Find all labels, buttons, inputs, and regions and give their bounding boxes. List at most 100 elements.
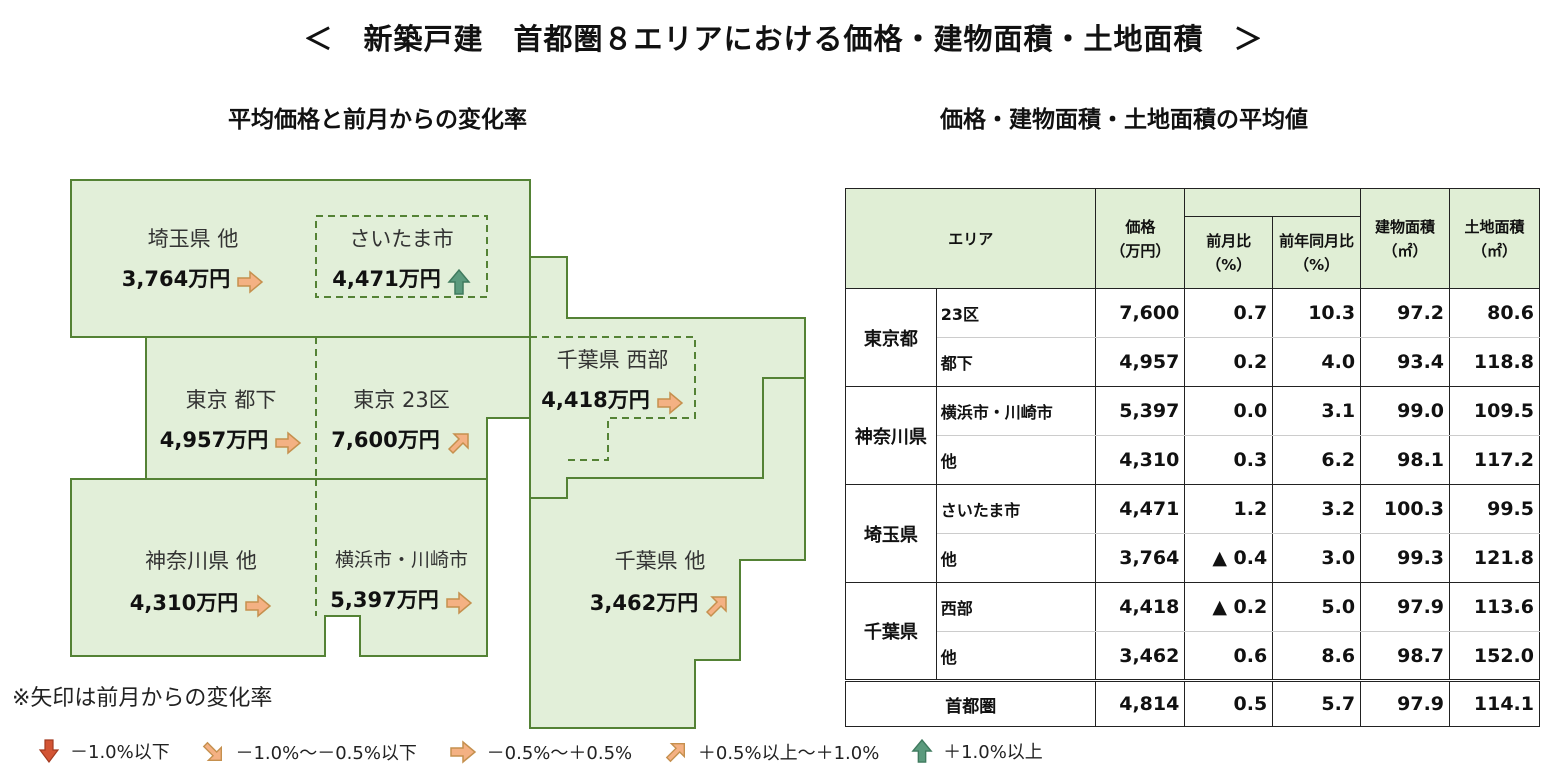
cell-yoy: 3.0: [1272, 533, 1362, 583]
cell-yoy: 5.7: [1272, 680, 1362, 727]
arrow-right-icon: [449, 740, 476, 764]
cell-price: 4,471: [1095, 484, 1186, 534]
legend-item: ＋1.0%以上: [911, 738, 1043, 764]
region-tokyo-23: 東京 23区 7,600万円: [316, 384, 487, 456]
cell-price: 4,957: [1095, 337, 1186, 387]
saitama-city-boundary: [315, 215, 488, 298]
cell-price: 4,310: [1095, 435, 1186, 485]
region-chiba-west: 千葉県 西部 4,418万円: [530, 344, 695, 415]
arrow-up-icon: [911, 738, 933, 763]
table-heading: 価格・建物面積・土地面積の平均値: [940, 107, 1308, 133]
region-name: 千葉県 西部: [556, 348, 669, 372]
cell-building: 97.9: [1360, 680, 1451, 727]
arrow-up-right-icon: [706, 595, 727, 617]
stats-table: エリア 価格 （万円） 建物面積 （㎡） 土地面積 （㎡） 前月比 （%） 前年同月比（…: [844, 188, 1540, 727]
table-row: 都下 4,957 0.2 4.0 93.4 118.8: [846, 337, 1540, 387]
cell-mom: 0.3: [1184, 435, 1274, 485]
region-price: 7,600万円: [331, 428, 440, 452]
cell-building: 93.4: [1360, 337, 1451, 387]
table-row: 他 4,310 0.3 6.2 98.1 117.2: [846, 435, 1540, 485]
cell-land: 117.2: [1449, 435, 1540, 485]
map-heading: 平均価格と前月からの変化率: [228, 107, 527, 133]
cell-land: 152.0: [1449, 631, 1540, 681]
total-area: 首都圏: [844, 680, 1097, 727]
region-price: 4,471万円: [332, 267, 441, 291]
arrow-up-icon: [447, 268, 471, 295]
page-title: ＜ 新築戸建 首都圏８エリアにおける価格・建物面積・土地面積 ＞: [303, 22, 1264, 56]
arrow-legend: －1.0%以下 －1.0%～－0.5%以下 －0.5%～＋0.5% ＋0.5%以…: [38, 738, 1069, 769]
region-map: [70, 179, 806, 729]
area-cell: 他: [935, 435, 1097, 485]
region-price: 3,764万円: [121, 267, 231, 291]
cell-price: 3,462: [1095, 631, 1186, 681]
area-cell: 西部: [935, 582, 1097, 632]
table-row: 東京都 23区 7,600 0.7 10.3 97.2 80.6: [845, 288, 1540, 387]
legend-item: －1.0%以下: [38, 738, 170, 764]
prefecture-cell: 神奈川県: [845, 386, 937, 485]
cell-land: 121.8: [1449, 533, 1540, 583]
cell-price: 7,600: [1095, 288, 1186, 338]
cell-mom: 1.2: [1184, 484, 1274, 534]
cell-building: 100.3: [1360, 484, 1451, 534]
arrow-up-right-icon: [447, 432, 469, 454]
cell-yoy: 6.2: [1272, 435, 1362, 485]
region-name: 東京 都下: [185, 388, 277, 412]
header-area: エリア: [844, 188, 1097, 289]
header-building: 建物面積 （㎡）: [1360, 188, 1451, 289]
cell-land: 114.1: [1449, 680, 1540, 727]
cell-mom: 0.2: [1184, 337, 1274, 387]
cell-land: 113.6: [1449, 582, 1540, 632]
area-cell: 23区: [935, 288, 1097, 338]
region-tokyo-toka: 東京 都下 4,957万円: [146, 384, 316, 455]
cell-mom: 0.5: [1184, 680, 1274, 727]
region-name: 千葉県 他: [614, 549, 706, 573]
region-name: 横浜市・川崎市: [334, 549, 468, 571]
region-name: 東京 23区: [353, 388, 450, 412]
region-price: 4,418万円: [541, 388, 650, 412]
legend-item: －0.5%～＋0.5%: [449, 739, 632, 765]
cell-price: 3,764: [1095, 533, 1186, 583]
cell-mom: 0.0: [1184, 386, 1274, 436]
cell-yoy: 3.1: [1272, 386, 1362, 436]
cell-yoy: 3.2: [1272, 484, 1362, 534]
cell-price: 5,397: [1095, 386, 1186, 436]
header-yoy: 前年同月比 （%）: [1272, 216, 1362, 289]
arrow-right-icon: [237, 269, 264, 294]
region-saitama-city: さいたま市 4,471万円: [316, 223, 487, 296]
legend-label: ＋0.5%以上～＋1.0%: [697, 743, 880, 764]
legend-item: ＋0.5%以上～＋1.0%: [664, 739, 879, 765]
table-row: 神奈川県 横浜市・川崎市 5,397 0.0 3.1 99.0 109.5: [845, 386, 1540, 485]
legend-item: －1.0%～－0.5%以下: [201, 739, 417, 765]
cell-land: 99.5: [1449, 484, 1540, 534]
cell-land: 118.8: [1449, 337, 1540, 387]
cell-mom: 0.7: [1184, 288, 1274, 338]
cell-yoy: 8.6: [1272, 631, 1362, 681]
region-price: 4,957万円: [159, 428, 269, 452]
cell-mom: 0.6: [1184, 631, 1274, 681]
region-yokohama-kawasaki: 横浜市・川崎市 5,397万円: [316, 545, 487, 615]
legend-label: －1.0%～－0.5%以下: [235, 743, 417, 764]
prefecture-cell: 埼玉県: [845, 484, 937, 583]
arrow-right-icon: [275, 430, 302, 455]
region-chiba-other: 千葉県 他 3,462万円: [560, 545, 760, 619]
area-cell: 横浜市・川崎市: [935, 386, 1097, 436]
region-price: 5,397万円: [330, 588, 439, 612]
chiba-west-boundary: [530, 336, 696, 461]
cell-yoy: 5.0: [1272, 582, 1362, 632]
region-name: さいたま市: [349, 227, 454, 251]
cell-building: 99.0: [1360, 386, 1451, 436]
legend-label: －0.5%～＋0.5%: [486, 743, 633, 764]
chiba-other-area-shape: [529, 318, 806, 729]
table-row: 千葉県 西部 4,418 ▲ 0.2 5.0 97.9 113.6: [845, 582, 1540, 681]
cell-yoy: 10.3: [1272, 288, 1362, 338]
prefecture-cell: 東京都: [845, 288, 937, 387]
cell-building: 97.2: [1360, 288, 1451, 338]
arrow-right-icon: [245, 593, 272, 618]
area-cell: 都下: [935, 337, 1097, 387]
table-row-total: 首都圏 4,814 0.5 5.7 97.9 114.1: [844, 680, 1540, 727]
header-price: 価格 （万円）: [1095, 188, 1186, 289]
cell-yoy: 4.0: [1272, 337, 1362, 387]
prefecture-cell: 千葉県: [845, 582, 937, 681]
area-cell: 他: [935, 631, 1097, 681]
region-price: 3,462万円: [589, 591, 699, 615]
